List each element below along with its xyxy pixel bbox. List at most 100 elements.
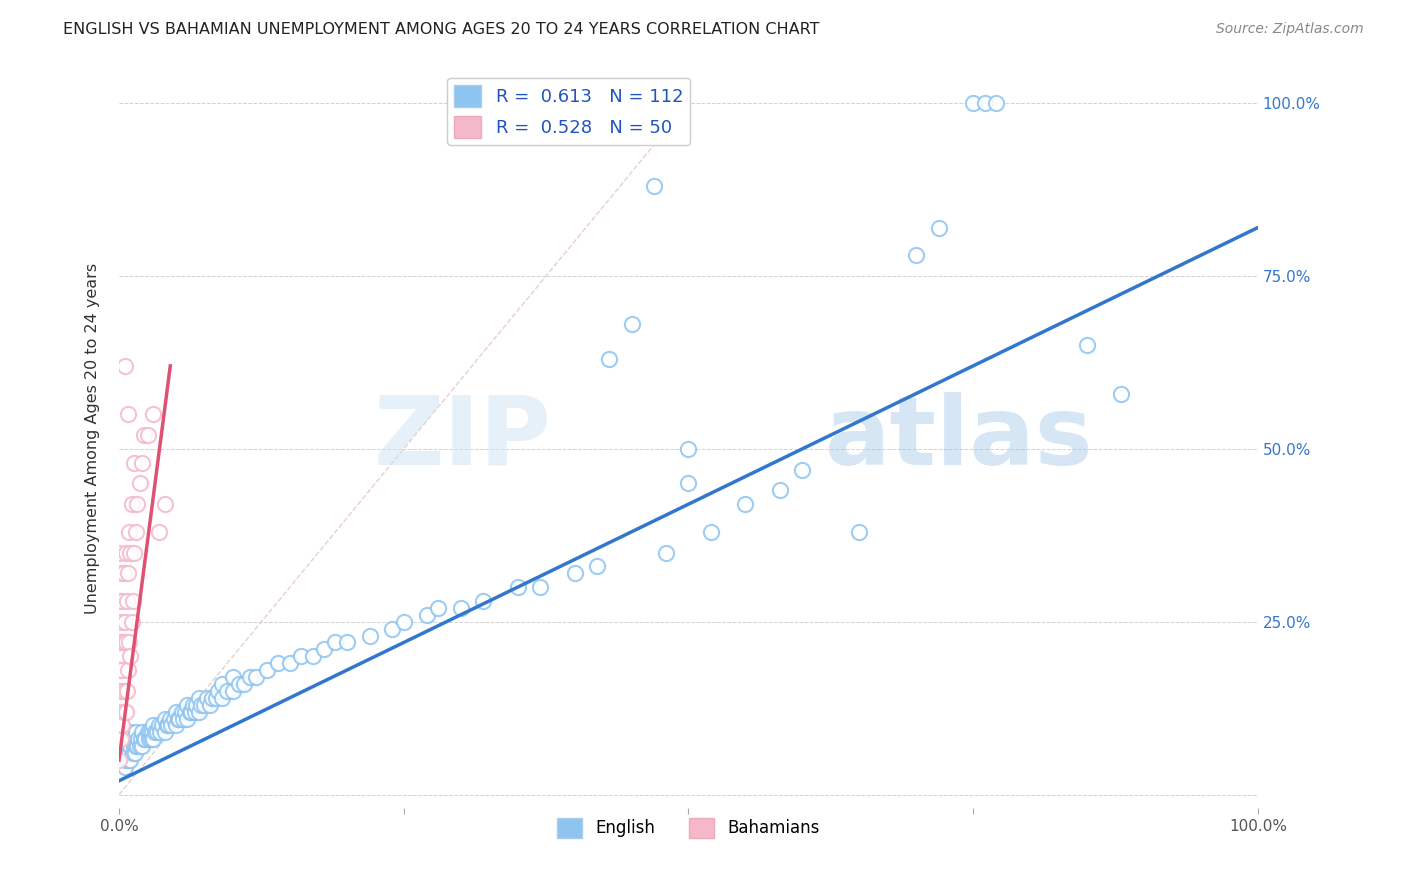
Point	[392, 615, 415, 629]
Point	[506, 580, 529, 594]
Point	[256, 663, 278, 677]
Point	[700, 524, 723, 539]
Point	[245, 670, 267, 684]
Point	[142, 407, 165, 421]
Point	[136, 428, 159, 442]
Point	[734, 497, 756, 511]
Point	[108, 663, 131, 677]
Point	[110, 732, 132, 747]
Point	[132, 428, 155, 442]
Point	[118, 746, 141, 760]
Point	[118, 635, 141, 649]
Point	[117, 566, 139, 581]
Point	[115, 705, 138, 719]
Point	[120, 649, 142, 664]
Point	[176, 712, 198, 726]
Point	[108, 753, 131, 767]
Point	[121, 594, 143, 608]
Point	[121, 732, 143, 747]
Point	[131, 739, 153, 754]
Point	[381, 622, 404, 636]
Point	[201, 690, 224, 705]
Point	[184, 705, 207, 719]
Point	[153, 725, 176, 739]
Point	[165, 718, 187, 732]
Point	[122, 545, 145, 559]
Point	[267, 657, 290, 671]
Point	[163, 712, 186, 726]
Point	[111, 594, 134, 608]
Point	[239, 670, 262, 684]
Point	[117, 753, 139, 767]
Point	[301, 649, 323, 664]
Point	[115, 732, 138, 747]
Point	[145, 725, 167, 739]
Point	[121, 615, 143, 629]
Point	[115, 684, 138, 698]
Point	[111, 718, 134, 732]
Point	[174, 705, 197, 719]
Point	[127, 497, 149, 511]
Point	[127, 739, 149, 754]
Point	[186, 698, 208, 712]
Point	[110, 684, 132, 698]
Point	[153, 712, 176, 726]
Point	[148, 524, 170, 539]
Point	[973, 96, 995, 111]
Point	[121, 497, 143, 511]
Text: atlas: atlas	[825, 392, 1094, 485]
Point	[131, 456, 153, 470]
Point	[108, 705, 131, 719]
Point	[145, 725, 167, 739]
Point	[114, 615, 136, 629]
Point	[125, 725, 148, 739]
Point	[128, 739, 150, 754]
Point	[415, 607, 437, 622]
Point	[141, 725, 163, 739]
Point	[125, 739, 148, 754]
Point	[156, 718, 179, 732]
Point	[190, 698, 212, 712]
Point	[129, 732, 152, 747]
Point	[222, 670, 245, 684]
Point	[108, 615, 131, 629]
Point	[165, 705, 187, 719]
Point	[207, 684, 229, 698]
Point	[312, 642, 335, 657]
Point	[150, 718, 173, 732]
Point	[110, 566, 132, 581]
Point	[114, 760, 136, 774]
Point	[110, 635, 132, 649]
Point	[195, 690, 218, 705]
Point	[928, 220, 950, 235]
Point	[228, 677, 250, 691]
Point	[114, 739, 136, 754]
Point	[598, 351, 620, 366]
Point	[176, 698, 198, 712]
Text: ZIP: ZIP	[374, 392, 551, 485]
Point	[108, 594, 131, 608]
Point	[529, 580, 551, 594]
Point	[187, 690, 209, 705]
Point	[122, 456, 145, 470]
Text: ENGLISH VS BAHAMIAN UNEMPLOYMENT AMONG AGES 20 TO 24 YEARS CORRELATION CHART: ENGLISH VS BAHAMIAN UNEMPLOYMENT AMONG A…	[63, 22, 820, 37]
Point	[848, 524, 870, 539]
Point	[157, 718, 180, 732]
Point	[115, 545, 138, 559]
Point	[1076, 338, 1098, 352]
Point	[170, 705, 193, 719]
Point	[117, 407, 139, 421]
Point	[112, 635, 135, 649]
Point	[180, 705, 202, 719]
Point	[139, 725, 162, 739]
Point	[131, 725, 153, 739]
Point	[211, 690, 233, 705]
Point	[426, 601, 449, 615]
Point	[115, 746, 138, 760]
Y-axis label: Unemployment Among Ages 20 to 24 years: Unemployment Among Ages 20 to 24 years	[86, 263, 100, 614]
Point	[193, 698, 215, 712]
Point	[149, 725, 172, 739]
Point	[108, 545, 131, 559]
Point	[115, 753, 138, 767]
Point	[153, 497, 176, 511]
